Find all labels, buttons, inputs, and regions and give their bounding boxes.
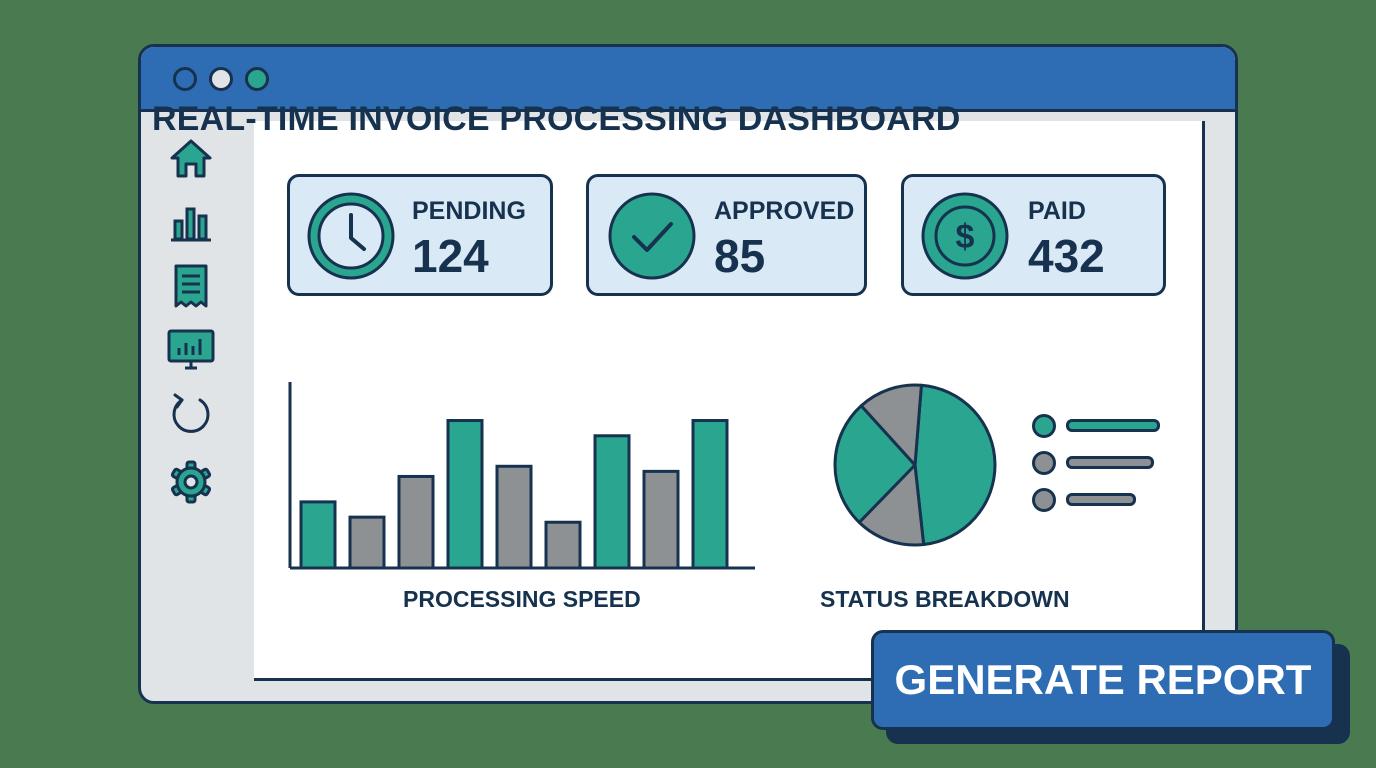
close-dot[interactable] [173,67,197,91]
bar-0 [299,500,337,570]
bar-4 [495,464,533,570]
stat-label: PAID [1028,197,1086,225]
pie-slice-2 [833,404,917,524]
processing-speed-label: PROCESSING SPEED [403,586,641,612]
maximize-dot[interactable] [245,67,269,91]
bar-3 [446,419,484,570]
bar-1 [348,515,386,570]
stat-card-approved: APPROVED 85 [586,174,867,296]
sidebar-item-invoices[interactable] [167,263,215,309]
title-bar [141,47,1235,112]
bar-8 [691,419,729,570]
home-icon [170,139,212,178]
stat-icon-wrap: $ [920,191,1010,281]
status-breakdown-label: STATUS BREAKDOWN [820,586,1070,612]
page-title: REAL-TIME INVOICE PROCESSING DASHBOARD [152,100,961,138]
sidebar-item-analytics[interactable] [167,199,215,245]
stat-card-paid: $ PAID 432 [901,174,1166,296]
stat-value: 432 [1028,230,1105,282]
stat-label: APPROVED [714,197,855,225]
stat-value: 85 [714,230,766,282]
legend-line-0 [1066,419,1160,432]
monitor-chart-icon [167,329,215,370]
sidebar-item-reports[interactable] [167,327,215,373]
checkmark-icon [608,192,696,280]
status-breakdown-chart [833,383,997,547]
pie-slice-1 [857,463,926,547]
stat-icon-wrap [306,191,396,281]
processing-speed-chart [288,382,755,570]
bar-5 [544,520,582,570]
legend-dot-0 [1032,414,1056,438]
stat-card-pending: PENDING 124 [287,174,553,296]
refresh-icon [172,393,210,433]
minimize-dot[interactable] [209,67,233,91]
bar-2 [397,474,435,570]
stat-icon-wrap [607,191,697,281]
legend-dot-2 [1032,488,1056,512]
bar-6 [593,434,631,570]
pie-slice-0 [913,383,997,547]
pie-slice-3 [859,383,923,467]
legend-dot-1 [1032,451,1056,475]
bar-chart-icon [171,207,211,242]
bar-7 [642,469,680,570]
app-window [138,44,1238,704]
stat-label: PENDING [412,197,526,225]
sidebar-item-sync[interactable] [167,391,215,437]
legend-line-2 [1066,493,1136,506]
clock-icon [307,192,395,280]
dollar-icon: $ [921,192,1009,280]
legend-line-1 [1066,456,1154,469]
sidebar-item-settings[interactable] [167,459,215,505]
generate-report-button[interactable]: GENERATE REPORT [871,630,1335,730]
stat-value: 124 [412,230,489,282]
svg-text:$: $ [956,218,975,256]
sidebar-item-home[interactable] [167,135,215,181]
invoice-icon [174,264,208,308]
gear-icon [170,460,212,504]
